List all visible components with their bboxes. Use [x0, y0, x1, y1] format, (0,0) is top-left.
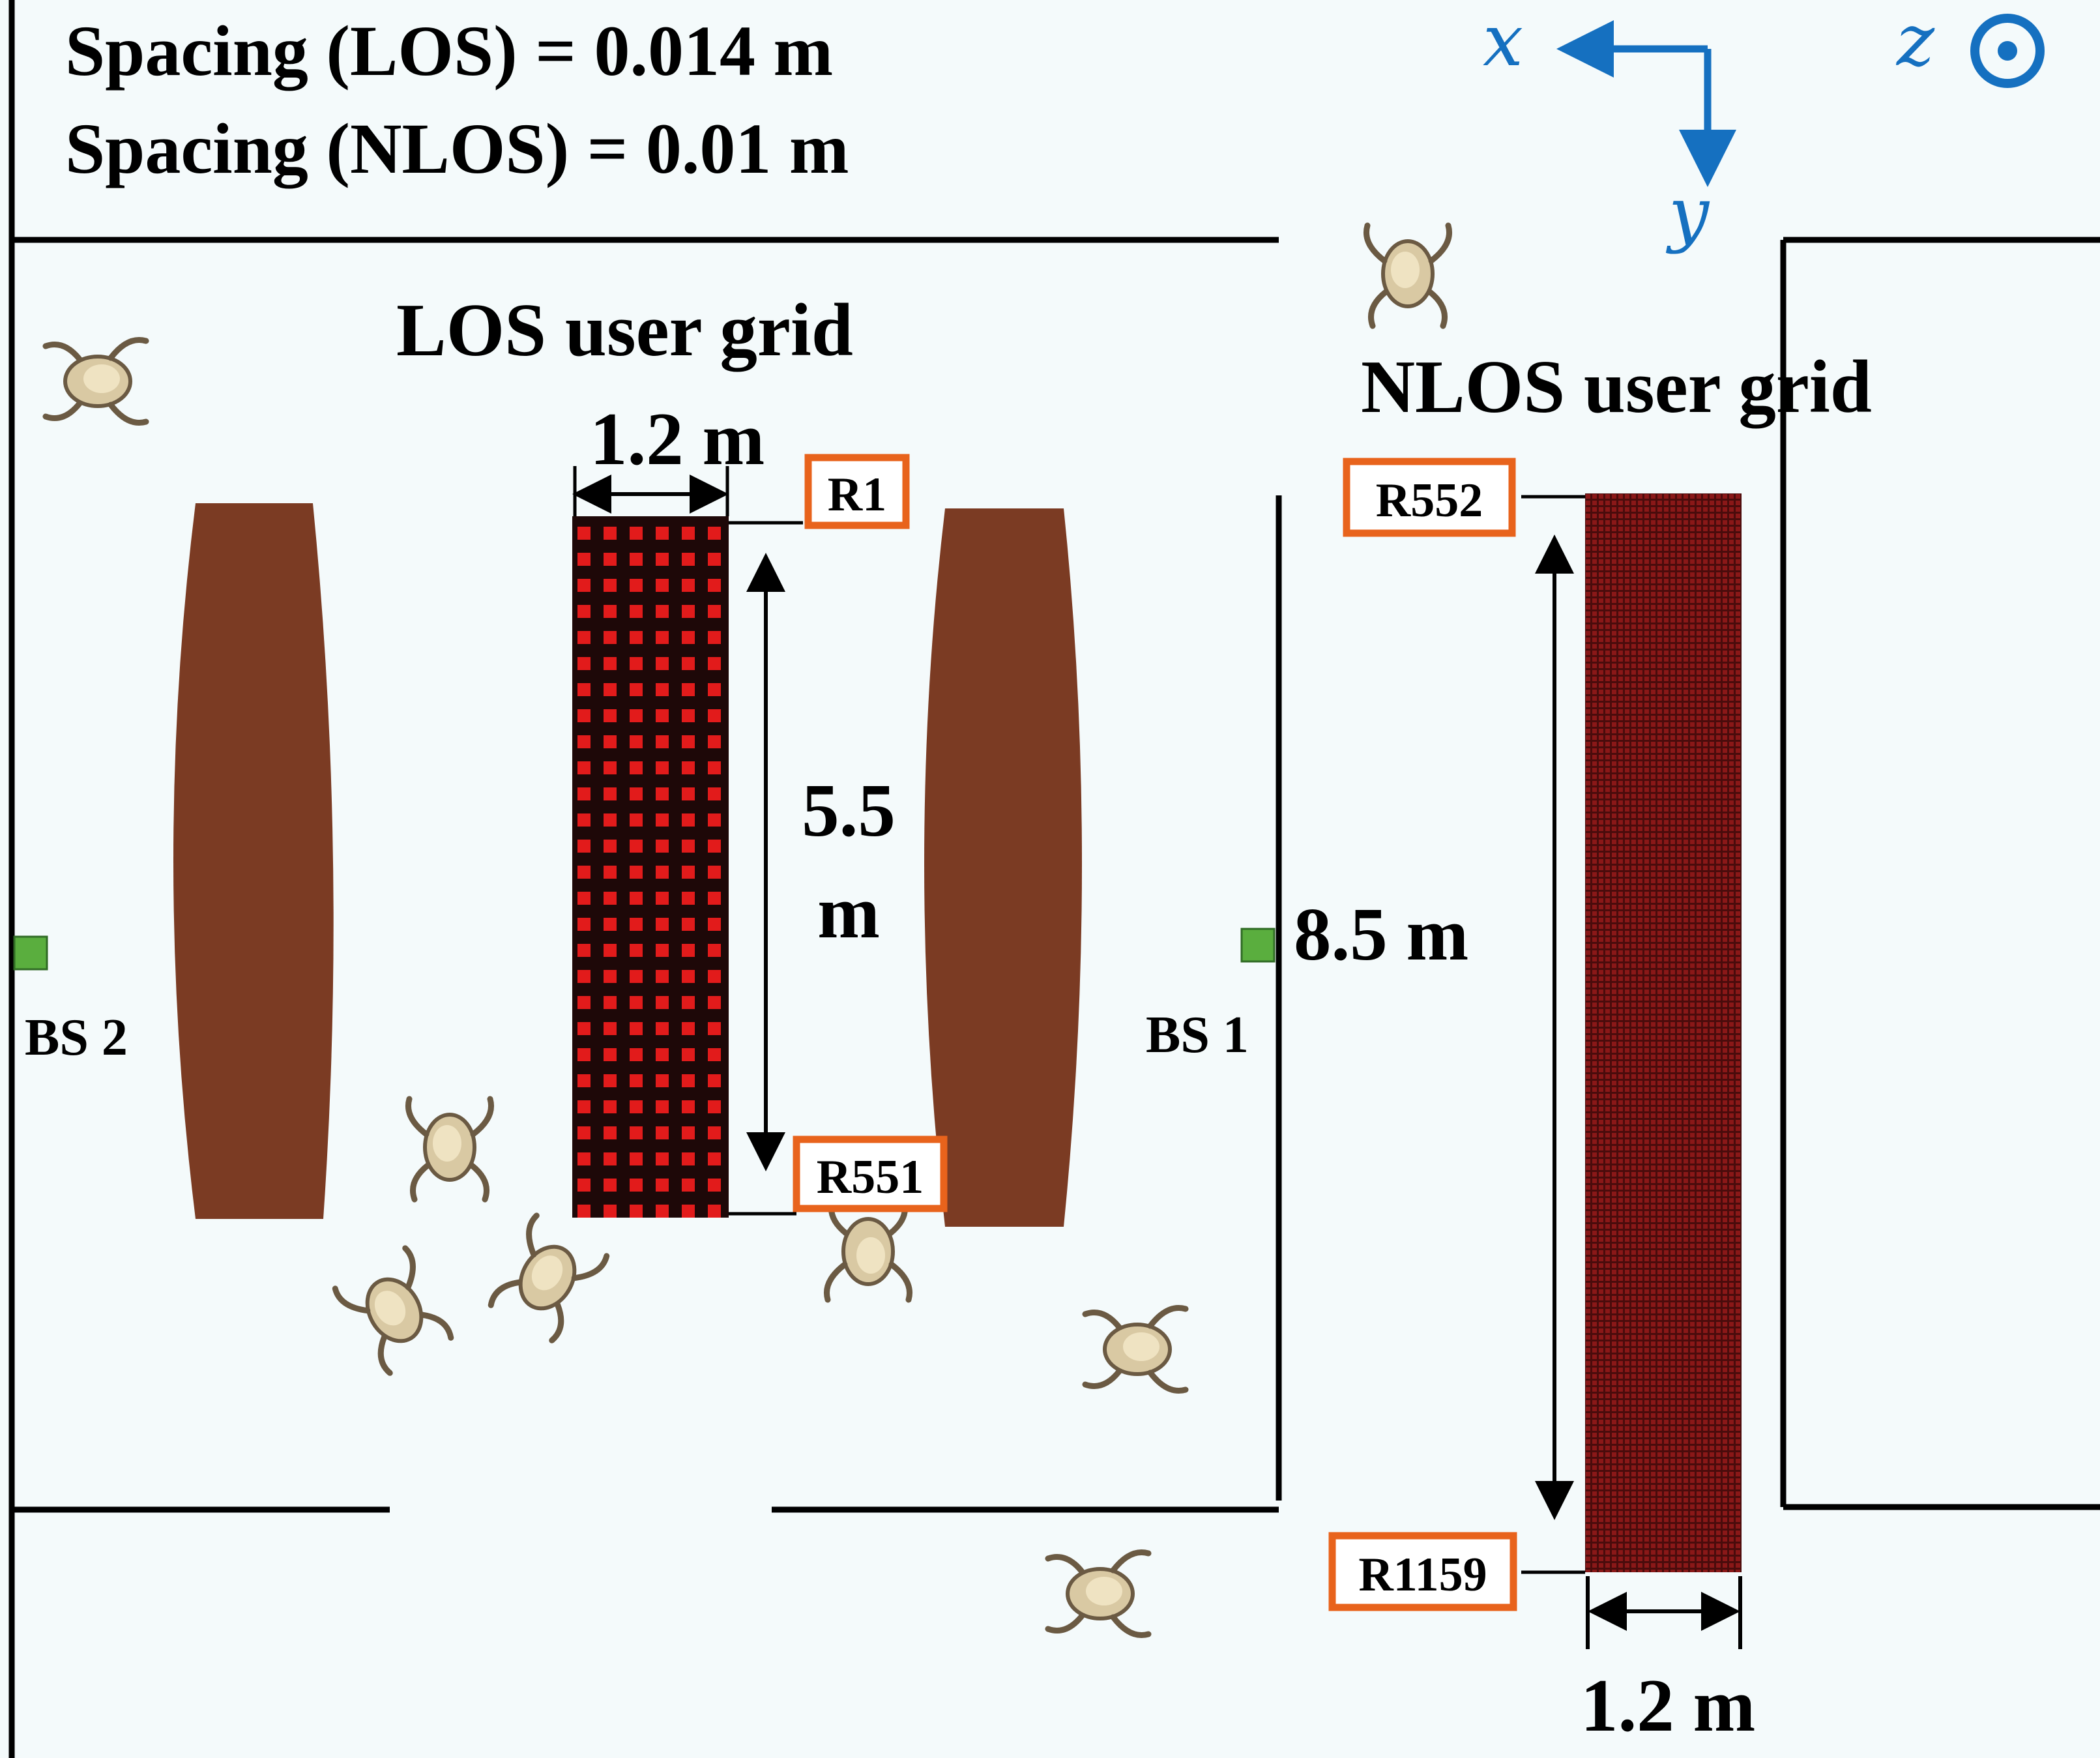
table-right [924, 508, 1082, 1227]
spacing-los-text: Spacing (LOS) = 0.014 m [65, 11, 833, 91]
walls [8, 0, 2100, 1758]
svg-text:R551: R551 [817, 1150, 924, 1204]
axis-indicator: x y z [1483, 0, 2045, 255]
los-user-grid [572, 516, 729, 1218]
y-axis-label: y [1665, 171, 1710, 255]
z-axis-icon [1970, 14, 2045, 88]
receiver-label-r1: R1 [804, 454, 910, 529]
receiver-label-r551: R551 [793, 1135, 948, 1212]
svg-text:R1: R1 [828, 468, 886, 521]
bs2-label: BS 2 [25, 1009, 128, 1066]
base-station-1 [1240, 928, 1276, 963]
nlos-height-label: 8.5 m [1294, 893, 1468, 976]
los-height-unit: m [817, 871, 880, 954]
base-station-2 [13, 935, 48, 971]
nlos-user-grid [1585, 493, 1742, 1572]
nlos-grid-title: NLOS user grid [1361, 345, 1872, 428]
z-axis-label: z [1895, 0, 1935, 82]
los-grid-title: LOS user grid [396, 289, 853, 372]
los-height-label: 5.5 [802, 769, 896, 852]
nlos-width-label: 1.2 m [1581, 1664, 1755, 1747]
table-left [173, 503, 334, 1219]
receiver-label-r552: R552 [1343, 458, 1516, 537]
spacing-nlos-text: Spacing (NLOS) = 0.01 m [65, 109, 849, 188]
bs1-label: BS 1 [1146, 1006, 1249, 1064]
los-width-label: 1.2 m [590, 398, 765, 480]
svg-text:R552: R552 [1376, 474, 1483, 527]
svg-text:R1159: R1159 [1358, 1548, 1487, 1602]
x-axis-label: x [1483, 0, 1523, 82]
receiver-label-r1159: R1159 [1328, 1532, 1517, 1611]
